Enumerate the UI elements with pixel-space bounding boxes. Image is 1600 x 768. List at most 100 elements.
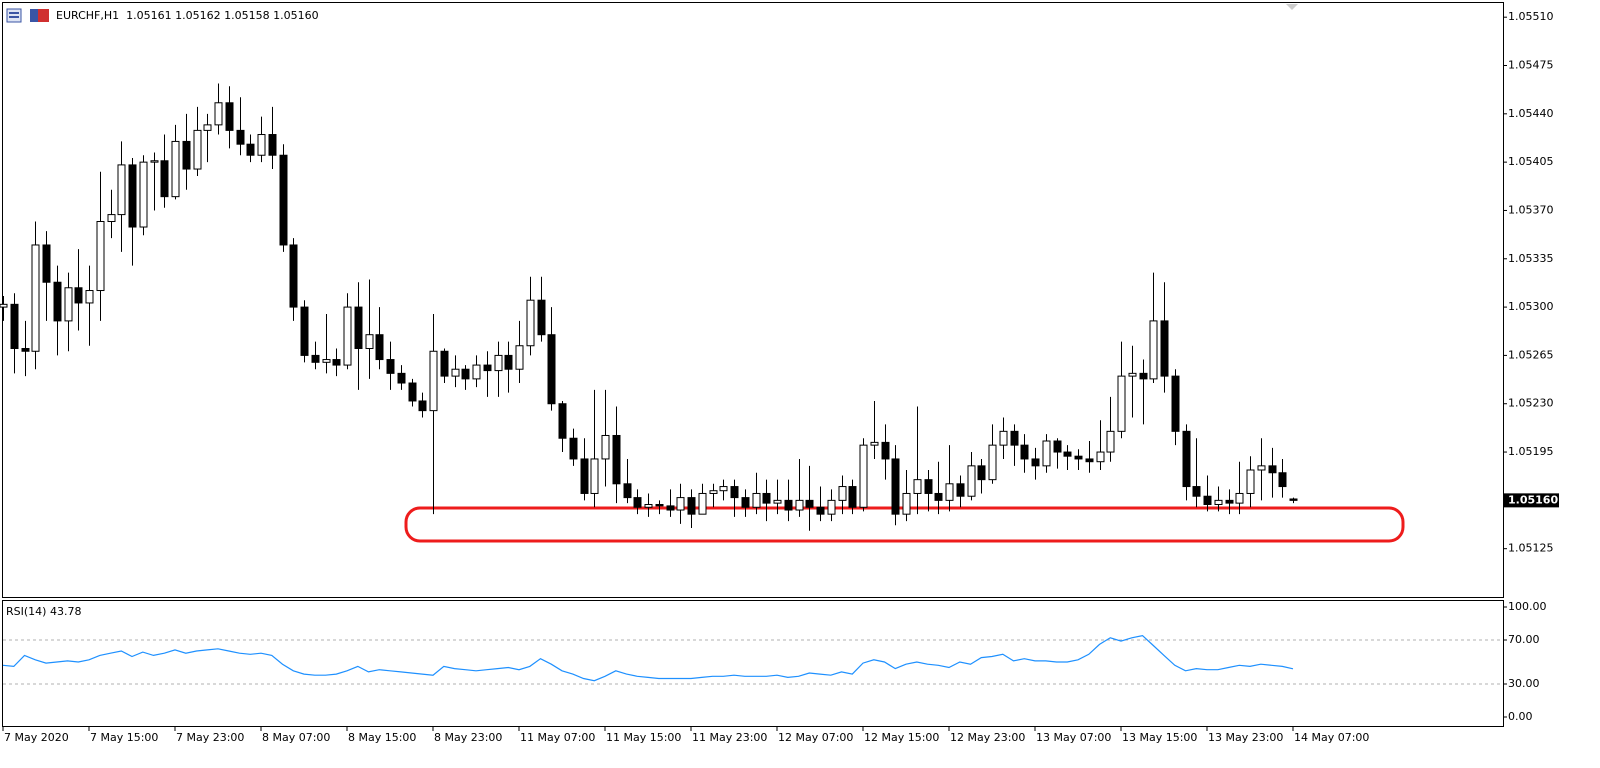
y-tick-label: 100.00 [1508,600,1547,613]
candle-body [999,430,1008,446]
candle-body [827,499,836,515]
candle-body [590,458,599,494]
candle-body [386,359,395,374]
candle-body [1149,320,1158,380]
candle-body [515,345,524,370]
candle-body [666,505,675,511]
x-tick-label: 12 May 07:00 [778,731,853,744]
candle-body [859,444,868,508]
candle-body [795,499,804,511]
candle-body [182,140,191,170]
candle-body [107,214,116,223]
candle-body [580,458,589,494]
main-panel [2,2,1504,598]
candle-body [612,434,621,485]
candle-body [956,483,965,497]
candle-body [96,221,105,292]
candle-body [0,303,8,308]
rsi-line [2,634,1294,682]
candle-body [472,364,481,380]
y-tick-label: 1.05125 [1508,542,1554,555]
candle-body [569,437,578,460]
candle-body [709,490,718,494]
y-tick-label: 1.05195 [1508,445,1554,458]
candle-body [171,140,180,198]
y-tick-label: 1.05300 [1508,300,1554,313]
candle-body [494,354,503,372]
candle-body [483,364,492,372]
y-tick-label: 1.05475 [1508,59,1554,72]
candle-body [547,334,556,405]
candle-body [1278,472,1287,488]
candle-body [1117,375,1126,432]
candle-body [633,497,642,508]
candle-body [1182,430,1191,488]
candle-body [1289,498,1298,501]
candle-body [300,306,309,356]
candle-body [85,290,94,304]
x-tick-label: 7 May 15:00 [90,731,158,744]
icon [9,16,19,18]
candle-body [257,134,266,156]
x-tick-label: 8 May 15:00 [348,731,416,744]
candle-body [1074,455,1083,460]
candle-body [924,479,933,494]
candle-body [934,492,943,501]
candle-body [246,143,255,156]
candle-body [42,244,51,283]
y-tick-label: 1.05440 [1508,107,1554,120]
candle-body [1203,495,1212,506]
candle-body [730,486,739,499]
x-tick-label: 11 May 15:00 [606,731,681,744]
x-tick-label: 7 May 2020 [4,731,69,744]
shift-marker [1286,4,1298,10]
candle-body [451,368,460,377]
candle-body [902,492,911,515]
candle-body [1010,430,1019,446]
candle-body [644,504,653,508]
icon [6,8,22,23]
candle-body [343,306,352,366]
x-tick-label: 8 May 07:00 [262,731,330,744]
candle-body [150,160,159,163]
x-tick-label: 14 May 07:00 [1294,731,1369,744]
candle-body [193,129,202,170]
y-tick-label: 1.05370 [1508,203,1554,216]
candle-body [816,506,825,515]
candle-body [418,400,427,412]
candle-body [279,154,288,246]
candle-body [1160,320,1169,377]
candle-body [913,479,922,494]
candle-body [988,444,997,481]
candle-body [1031,458,1040,467]
candle-body [805,499,814,508]
candle-body [558,403,567,439]
candle-body [504,354,513,370]
candle-body [601,434,610,460]
y-tick-label: 0.00 [1508,710,1533,723]
candle-body [1246,469,1255,494]
y-tick-label: 1.05230 [1508,397,1554,410]
chart-title: EURCHF,H1 1.05161 1.05162 1.05158 1.0516… [56,9,319,22]
candle-body [236,129,245,145]
candle-body [1020,444,1029,460]
candle-body [397,372,406,384]
candle-body [429,350,438,412]
candle-body [698,492,707,515]
candle-body [537,299,546,336]
candle-body [74,287,83,304]
candle-body [139,161,148,228]
candle-body [773,499,782,504]
candle-body [1192,486,1201,497]
candle-body [1128,372,1137,377]
candle-body [881,441,890,460]
candle-body [225,102,234,131]
candle-body [623,483,632,499]
candle-body [967,465,976,497]
current-price-box [1504,493,1559,508]
candle-body [676,497,685,511]
candle-body [891,458,900,515]
candle-body [1171,375,1180,432]
icon [9,12,19,14]
